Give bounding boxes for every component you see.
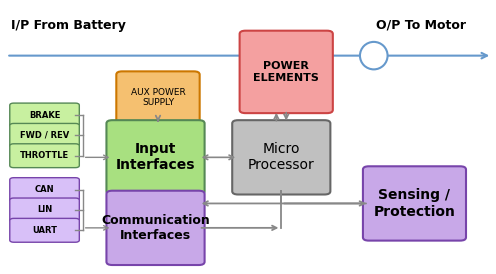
FancyBboxPatch shape [10,103,79,127]
FancyBboxPatch shape [10,218,79,242]
Text: CAN: CAN [35,185,55,194]
Text: O/P To Motor: O/P To Motor [376,19,466,32]
FancyBboxPatch shape [10,198,79,222]
FancyBboxPatch shape [116,71,200,124]
FancyBboxPatch shape [10,124,79,147]
Text: Input
Interfaces: Input Interfaces [116,142,195,172]
Text: FWD / REV: FWD / REV [20,131,69,140]
Text: Communication
Interfaces: Communication Interfaces [101,214,210,242]
FancyBboxPatch shape [107,120,204,195]
FancyBboxPatch shape [10,144,79,168]
Text: BRAKE: BRAKE [29,110,60,119]
Text: POWER
ELEMENTS: POWER ELEMENTS [253,61,319,83]
Text: LIN: LIN [37,206,52,215]
Text: Micro
Processor: Micro Processor [248,142,314,172]
Text: UART: UART [32,226,57,235]
Ellipse shape [360,42,387,69]
Text: AUX POWER
SUPPLY: AUX POWER SUPPLY [130,88,186,107]
FancyBboxPatch shape [107,191,204,265]
Text: Sensing /
Protection: Sensing / Protection [373,188,455,219]
FancyBboxPatch shape [10,178,79,202]
Text: I/P From Battery: I/P From Battery [11,19,126,32]
Text: THROTTLE: THROTTLE [20,151,69,160]
FancyBboxPatch shape [363,166,466,241]
FancyBboxPatch shape [240,31,333,113]
FancyBboxPatch shape [232,120,330,195]
